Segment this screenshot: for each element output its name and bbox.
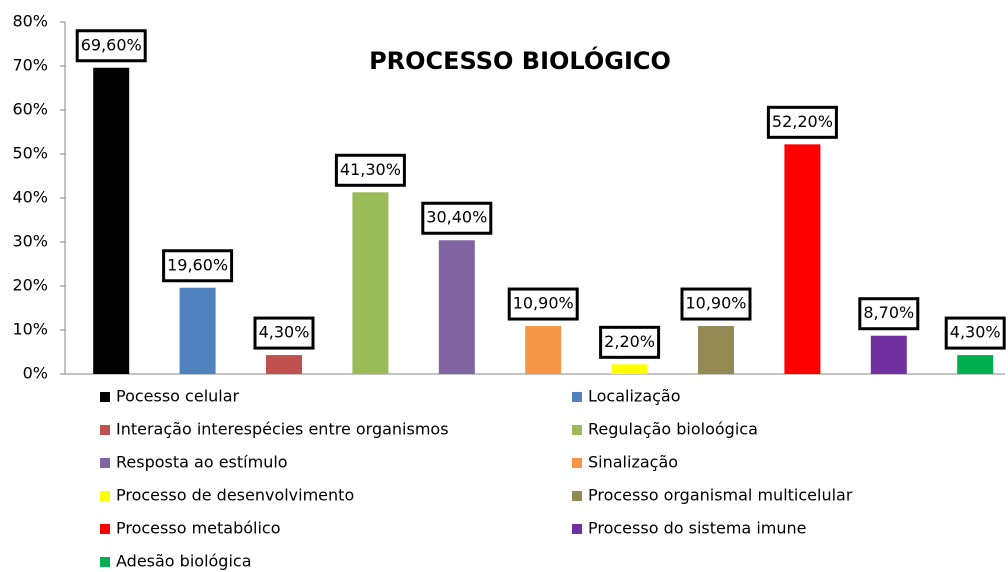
y-tick-label: 30% <box>12 232 48 251</box>
data-label-box <box>334 153 406 187</box>
chart-title: PROCESSO BIOLÓGICO <box>369 45 671 75</box>
legend-label: Processo de desenvolvimento <box>116 486 354 505</box>
data-label-box <box>75 29 147 63</box>
legend-swatch <box>100 425 110 435</box>
legend-swatch <box>100 557 110 567</box>
legend-label: Interação interespécies entre organismos <box>116 420 449 439</box>
y-tick-label: 10% <box>12 320 48 339</box>
bar <box>525 326 562 374</box>
legend-swatch <box>100 491 110 501</box>
data-label: 2,20% <box>604 332 655 351</box>
legend-label: Pocesso celular <box>116 387 240 406</box>
data-label-box <box>421 201 493 235</box>
data-label: 69,60% <box>81 35 142 54</box>
y-tick-label: 50% <box>12 144 48 163</box>
legend-swatch <box>572 392 582 402</box>
legend-label: Sinalização <box>588 453 678 472</box>
y-tick-label: 70% <box>12 56 48 75</box>
data-label: 10,90% <box>685 294 746 313</box>
y-tick-label: 80% <box>12 12 48 31</box>
legend-swatch <box>572 458 582 468</box>
data-label: 8,70% <box>863 303 914 322</box>
legend-swatch <box>100 458 110 468</box>
legend-label: Localização <box>588 387 681 406</box>
data-label-box <box>680 287 752 321</box>
legend-label: Regulação bioloógica <box>588 420 758 439</box>
data-label-box <box>162 249 234 283</box>
bar <box>698 326 734 374</box>
y-tick-label: 40% <box>12 188 48 207</box>
data-label-box <box>766 105 838 139</box>
data-label: 4,30% <box>950 323 1001 342</box>
bar <box>93 67 130 374</box>
data-label: 10,90% <box>513 294 574 313</box>
legend-swatch <box>100 392 110 402</box>
data-label-box <box>253 316 315 350</box>
bar <box>957 355 994 374</box>
legend-swatch <box>572 425 582 435</box>
legend-label: Adesão biológica <box>116 552 252 571</box>
legend-label: Processo metabólico <box>116 519 281 538</box>
legend-label: Processo organismal multicelular <box>588 486 853 505</box>
data-label-box <box>944 316 1006 350</box>
legend-label: Processo do sistema imune <box>588 519 806 538</box>
legend-swatch <box>100 524 110 534</box>
y-tick-label: 60% <box>12 100 48 119</box>
data-label: 52,20% <box>772 112 833 131</box>
data-label-box <box>507 287 579 321</box>
data-label: 41,30% <box>340 160 401 179</box>
data-label-box <box>858 297 920 331</box>
y-tick-label: 0% <box>23 364 48 383</box>
bar <box>179 287 216 374</box>
bar <box>352 192 389 374</box>
legend-swatch <box>572 491 582 501</box>
y-tick-label: 20% <box>12 276 48 295</box>
legend-swatch <box>572 524 582 534</box>
bar <box>438 240 475 374</box>
legend-label: Resposta ao estímulo <box>116 453 288 472</box>
data-label: 4,30% <box>259 323 310 342</box>
bar <box>266 355 302 374</box>
data-label: 30,40% <box>426 208 487 227</box>
data-label: 19,60% <box>167 255 228 274</box>
data-label-box <box>599 325 661 359</box>
bar <box>870 335 907 374</box>
bar <box>611 364 648 374</box>
bar <box>784 144 821 374</box>
